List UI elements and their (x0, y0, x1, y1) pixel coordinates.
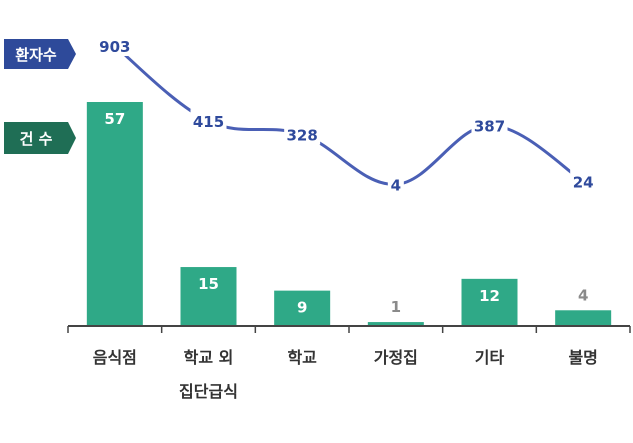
line-label-bg-1 (190, 109, 227, 132)
bar-label-4: 12 (479, 287, 500, 305)
legend-line-label: 환자수 (15, 46, 57, 64)
legend-bar-tag (4, 122, 76, 154)
bar-label-0: 57 (104, 110, 125, 128)
category-label-2: 학교 (287, 348, 317, 367)
bar-label-3: 1 (391, 298, 401, 316)
bar-3 (367, 322, 424, 326)
bar-4 (461, 278, 518, 326)
line-label-bg-5 (570, 169, 597, 192)
bar-2 (274, 290, 331, 326)
line-label-2: 328 (287, 127, 318, 145)
category-label-2-line-0: 학교 (287, 348, 317, 367)
line-series (113, 44, 584, 186)
legend-line-tag (4, 39, 76, 69)
bar-labels: 57 15 9 1 12 4 (104, 110, 588, 317)
bar-5 (555, 310, 612, 326)
category-label-4: 기타 (475, 348, 505, 367)
legend-bar-series: 건 수 (4, 122, 76, 154)
bar-0 (86, 102, 143, 326)
category-label-1-line-1: 집단급식 (179, 382, 238, 401)
line-label-bg-3 (387, 172, 404, 195)
x-axis (67, 325, 631, 333)
line-label-bg-4 (471, 113, 508, 136)
legend: 환자수 건 수 (4, 39, 76, 154)
line-label-4: 387 (474, 117, 505, 135)
category-label-0: 음식점 (93, 348, 137, 367)
line-label-1: 415 (193, 113, 224, 131)
category-label-5: 불명 (568, 348, 597, 367)
category-label-1-line-0: 학교 외 (184, 348, 234, 367)
bar-label-1: 15 (198, 275, 219, 293)
legend-line-series: 환자수 (4, 39, 76, 69)
patient-count-line (113, 44, 584, 186)
bar-label-2: 9 (297, 299, 307, 317)
category-label-4-line-0: 기타 (475, 348, 505, 367)
line-label-0: 903 (99, 38, 130, 56)
category-label-0-line-0: 음식점 (93, 348, 137, 367)
bar-label-5: 4 (578, 286, 588, 304)
bars (86, 102, 612, 326)
category-label-3: 가정집 (374, 348, 418, 367)
legend-bar-label: 건 수 (20, 130, 53, 148)
category-label-5-line-0: 불명 (568, 348, 597, 367)
line-labels: 903 415 328 4 387 24 (96, 34, 597, 195)
line-label-5: 24 (573, 173, 594, 191)
line-label-bg-2 (284, 122, 321, 145)
line-label-bg-0 (96, 34, 133, 56)
line-label-3: 4 (391, 176, 401, 194)
bar-1 (180, 267, 237, 326)
category-label-3-line-0: 가정집 (374, 348, 418, 367)
